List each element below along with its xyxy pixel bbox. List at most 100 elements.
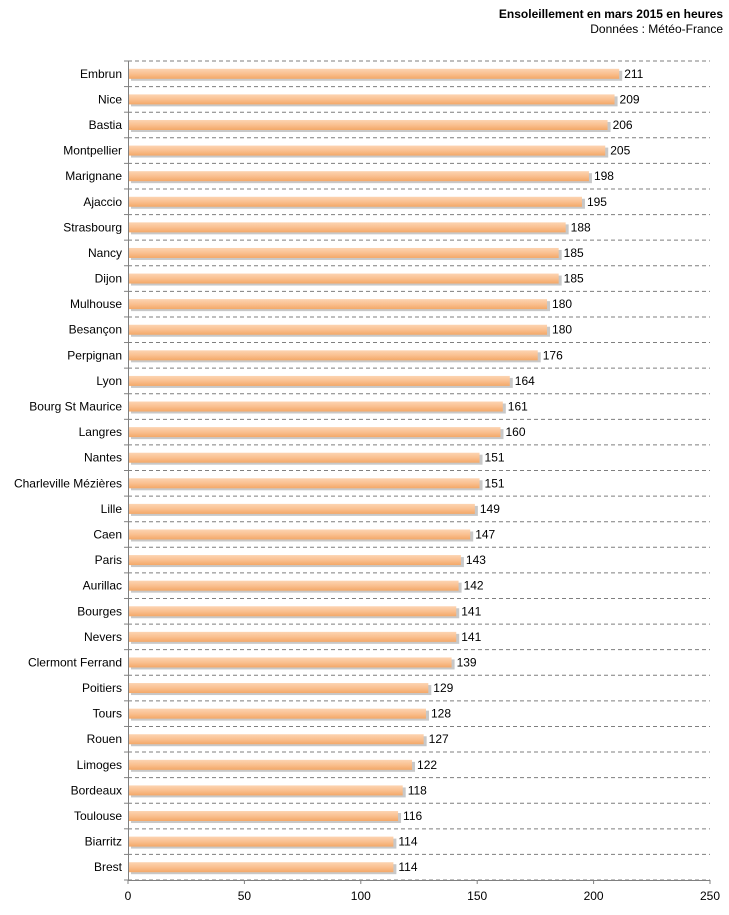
data-label: 128 [431,707,451,721]
category-label: Charleville Mézières [14,476,122,490]
data-label: 127 [429,732,449,746]
data-label: 206 [613,118,633,132]
bar [129,529,471,540]
value-labels: 211 209 206 205 198 195 188 185 185 180 180 176 164 1… [398,67,643,874]
bar [129,68,620,79]
category-label: Ajaccio [83,195,122,209]
data-label: 188 [571,220,591,234]
data-label: 141 [461,630,481,644]
category-label: Lyon [96,374,122,388]
category-label: Embrun [80,67,122,81]
bar [129,606,457,617]
bar [129,478,480,489]
bar [129,350,538,361]
category-label: Bastia [89,118,123,132]
category-label: Nancy [88,246,122,260]
data-label: 185 [564,272,584,286]
bar [129,555,461,566]
bar [129,734,424,745]
category-label: Besançon [69,323,122,337]
data-label: 209 [620,92,640,106]
bar [129,247,559,258]
category-label: Biarritz [85,835,122,849]
data-label: 164 [515,374,535,388]
category-label: Nantes [84,451,122,465]
data-label: 160 [505,425,525,439]
bar [129,196,582,207]
chart-title-block: Ensoleillement en mars 2015 en heures Do… [499,7,723,36]
bar [129,94,615,105]
x-tick-label: 150 [467,889,487,903]
bar [129,427,501,438]
category-label: Aurillac [83,579,122,593]
data-label: 122 [417,758,437,772]
data-label: 114 [398,835,417,849]
data-label: 198 [594,169,614,183]
data-label: 142 [464,579,484,593]
bar [129,811,399,822]
category-label: Dijon [95,272,122,286]
x-tick-label: 100 [351,889,371,903]
category-label: Mulhouse [70,297,122,311]
data-label: 205 [610,144,630,158]
category-label: Bourg St Maurice [29,400,122,414]
data-label: 114 [398,860,417,874]
data-label: 176 [543,348,563,362]
data-label: 211 [624,67,643,81]
x-tick-label: 200 [584,889,604,903]
category-label: Tours [93,707,122,721]
category-label: Bourges [77,604,122,618]
data-label: 185 [564,246,584,260]
x-tick-labels: 0 50 100 150 200 250 [125,880,720,903]
bar [129,145,606,156]
bar [129,683,429,694]
bar [129,401,503,412]
category-label: Strasbourg [63,220,122,234]
data-label: 116 [403,809,422,823]
x-tick-label: 50 [238,889,252,903]
category-labels: Embrun Nice Bastia Montpellier Marignane Ajac… [14,67,123,874]
bar [129,273,559,284]
data-label: 195 [587,195,607,209]
gridlines [128,60,710,881]
data-label: 151 [485,476,505,490]
chart-title: Ensoleillement en mars 2015 en heures [498,7,723,21]
category-label: Brest [94,860,123,874]
axes [124,60,710,881]
x-tick-label: 250 [700,889,720,903]
chart-subtitle: Données : Météo-France [590,22,723,36]
category-label: Perpignan [67,348,122,362]
category-label: Poitiers [82,681,122,695]
bar [129,836,394,847]
bar [129,503,475,514]
category-label: Nevers [84,630,122,644]
data-label: 149 [480,502,500,516]
bar [129,375,510,386]
bar [129,299,548,310]
bar [129,708,426,719]
bar [129,452,480,463]
bar [129,171,589,182]
data-label: 141 [461,604,481,618]
data-label: 118 [408,783,427,797]
category-label: Clermont Ferrand [28,655,122,669]
category-label: Montpellier [63,144,122,158]
bar [129,657,452,668]
category-label: Marignane [65,169,122,183]
bar [129,580,459,591]
category-label: Paris [95,553,122,567]
bar [129,324,548,335]
category-label: Bordeaux [71,783,122,797]
bar [129,222,566,233]
x-tick-label: 0 [125,889,132,903]
data-label: 180 [552,297,572,311]
data-label: 143 [466,553,486,567]
data-label: 147 [475,527,495,541]
data-label: 139 [457,655,477,669]
category-label: Toulouse [74,809,122,823]
category-label: Limoges [77,758,122,772]
category-label: Lille [101,502,123,516]
category-label: Langres [79,425,122,439]
bar [129,119,608,130]
